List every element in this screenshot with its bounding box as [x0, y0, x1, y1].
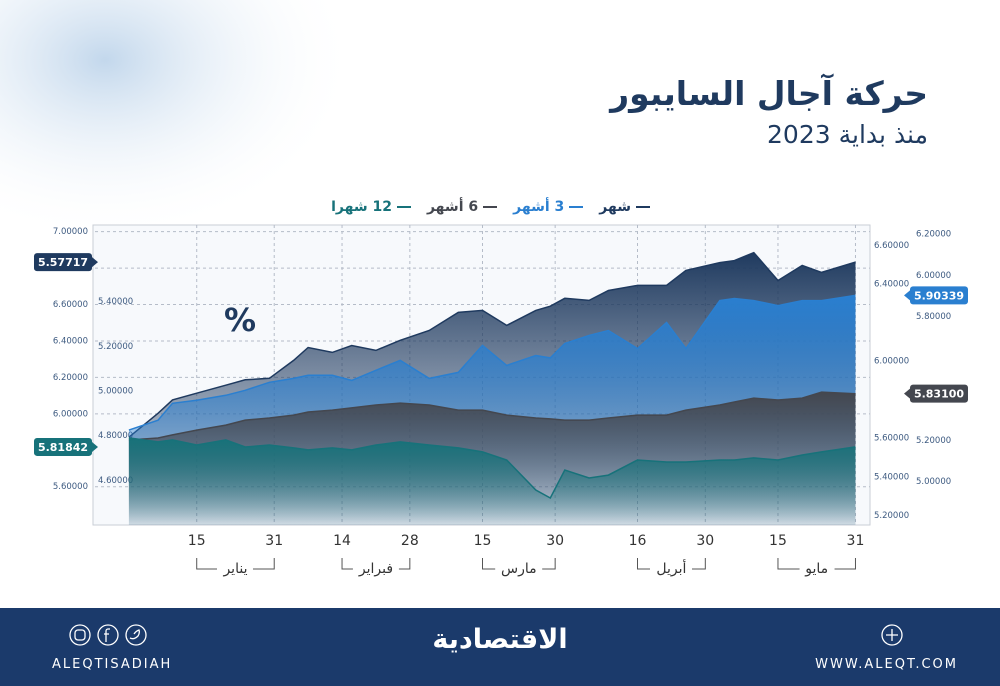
month-label: فبراير — [352, 561, 400, 577]
callout-pointer — [92, 257, 98, 268]
month-label: يناير — [217, 561, 254, 577]
callout — [34, 437, 92, 456]
y-tick-label: 5.40000 — [98, 297, 133, 307]
area-edge — [128, 437, 856, 500]
icon-glyph — [74, 629, 86, 641]
social-handle: ALEQTISADIAH — [52, 657, 173, 672]
legend-item: شهر — [599, 199, 650, 215]
y-tick-label: 6.40000 — [53, 336, 88, 346]
legend-label: 3 أشهر — [513, 199, 565, 215]
y-tick-label: 5.00000 — [98, 387, 133, 397]
x-tick-label: 15 — [474, 533, 492, 549]
footer-band — [0, 608, 1000, 686]
y-tick-label: 6.20000 — [916, 230, 951, 240]
month-label: مارس — [495, 561, 543, 577]
legend-label: شهر — [599, 199, 631, 215]
y-tick-label: 6.00000 — [874, 357, 909, 367]
callout-label: 5.57717 — [38, 256, 88, 269]
month-label: أبريل — [650, 561, 693, 577]
x-tick-label: 30 — [546, 533, 564, 549]
y-tick-label: 6.00000 — [916, 271, 951, 281]
y-tick-label: 4.60000 — [98, 476, 133, 486]
y-tick-label: 6.20000 — [53, 373, 88, 383]
icon-glyph — [104, 628, 110, 642]
annotation: % — [224, 301, 256, 339]
y-tick-label: 5.60000 — [53, 482, 88, 492]
area-edge — [128, 251, 856, 438]
legend-swatch — [636, 206, 650, 208]
x-tick-label: 15 — [188, 533, 206, 549]
y-tick-label: 6.60000 — [874, 241, 909, 251]
legend-swatch — [396, 206, 411, 208]
y-tick-label: 6.60000 — [53, 300, 88, 310]
x-tick-label: 30 — [696, 533, 714, 549]
y-tick-label: 5.20000 — [916, 436, 951, 446]
chart-title: حركة آجال السايبور — [610, 74, 928, 113]
y-tick-label: 5.40000 — [874, 472, 909, 482]
legend-item: 3 أشهر — [513, 199, 584, 215]
area-edge — [128, 294, 856, 431]
y-tick-label: 5.20000 — [874, 511, 909, 521]
callout — [34, 253, 92, 272]
icon-instagram[interactable] — [69, 624, 91, 646]
icon-glyph — [886, 629, 898, 641]
icon-web[interactable] — [881, 624, 903, 646]
y-tick-label: 6.00000 — [53, 409, 88, 419]
callout-pointer — [904, 290, 910, 301]
x-tick-label: 16 — [629, 533, 647, 549]
callout — [910, 286, 968, 305]
y-tick-label: 6.40000 — [874, 279, 909, 289]
y-tick-label: 5.20000 — [98, 342, 133, 352]
month-label: مايو — [799, 561, 835, 577]
callout-label: 5.83100 — [914, 388, 964, 401]
legend: شهر 3 أشهر 6 أشهر 12 شهرا — [331, 199, 650, 215]
x-tick-label: 31 — [265, 533, 283, 549]
callout — [910, 384, 968, 403]
chart-subtitle: منذ بداية 2023 — [767, 120, 928, 149]
y-tick-label: 5.60000 — [874, 434, 909, 444]
x-tick-label: 14 — [333, 533, 351, 549]
callout-pointer — [904, 388, 910, 399]
legend-label: 12 شهرا — [331, 199, 392, 215]
legend-label: 6 أشهر — [426, 199, 479, 215]
icon-facebook[interactable] — [97, 624, 119, 646]
callout-pointer — [92, 441, 98, 452]
legend-swatch — [569, 206, 584, 208]
area — [128, 437, 856, 525]
legend-item: 12 شهرا — [331, 199, 411, 215]
x-tick-label: 15 — [769, 533, 787, 549]
y-tick-label: 5.00000 — [916, 477, 951, 487]
icon-twitter[interactable] — [125, 624, 147, 646]
x-tick-label: 28 — [401, 533, 419, 549]
callout-label: 5.81842 — [38, 441, 88, 454]
y-tick-label: 5.80000 — [916, 312, 951, 322]
y-tick-label: 4.80000 — [98, 431, 133, 441]
website[interactable]: WWW.ALEQT.COM — [815, 657, 958, 672]
brand: الاقتصادية — [432, 624, 568, 655]
x-tick-label: 31 — [847, 533, 865, 549]
social-icons — [69, 624, 903, 646]
area-edge — [128, 391, 856, 441]
legend-swatch — [483, 206, 498, 208]
callout-label: 5.90339 — [914, 289, 964, 302]
legend-item: 6 أشهر — [426, 199, 498, 215]
icon-glyph — [129, 629, 140, 640]
y-tick-label: 7.00000 — [53, 227, 88, 237]
